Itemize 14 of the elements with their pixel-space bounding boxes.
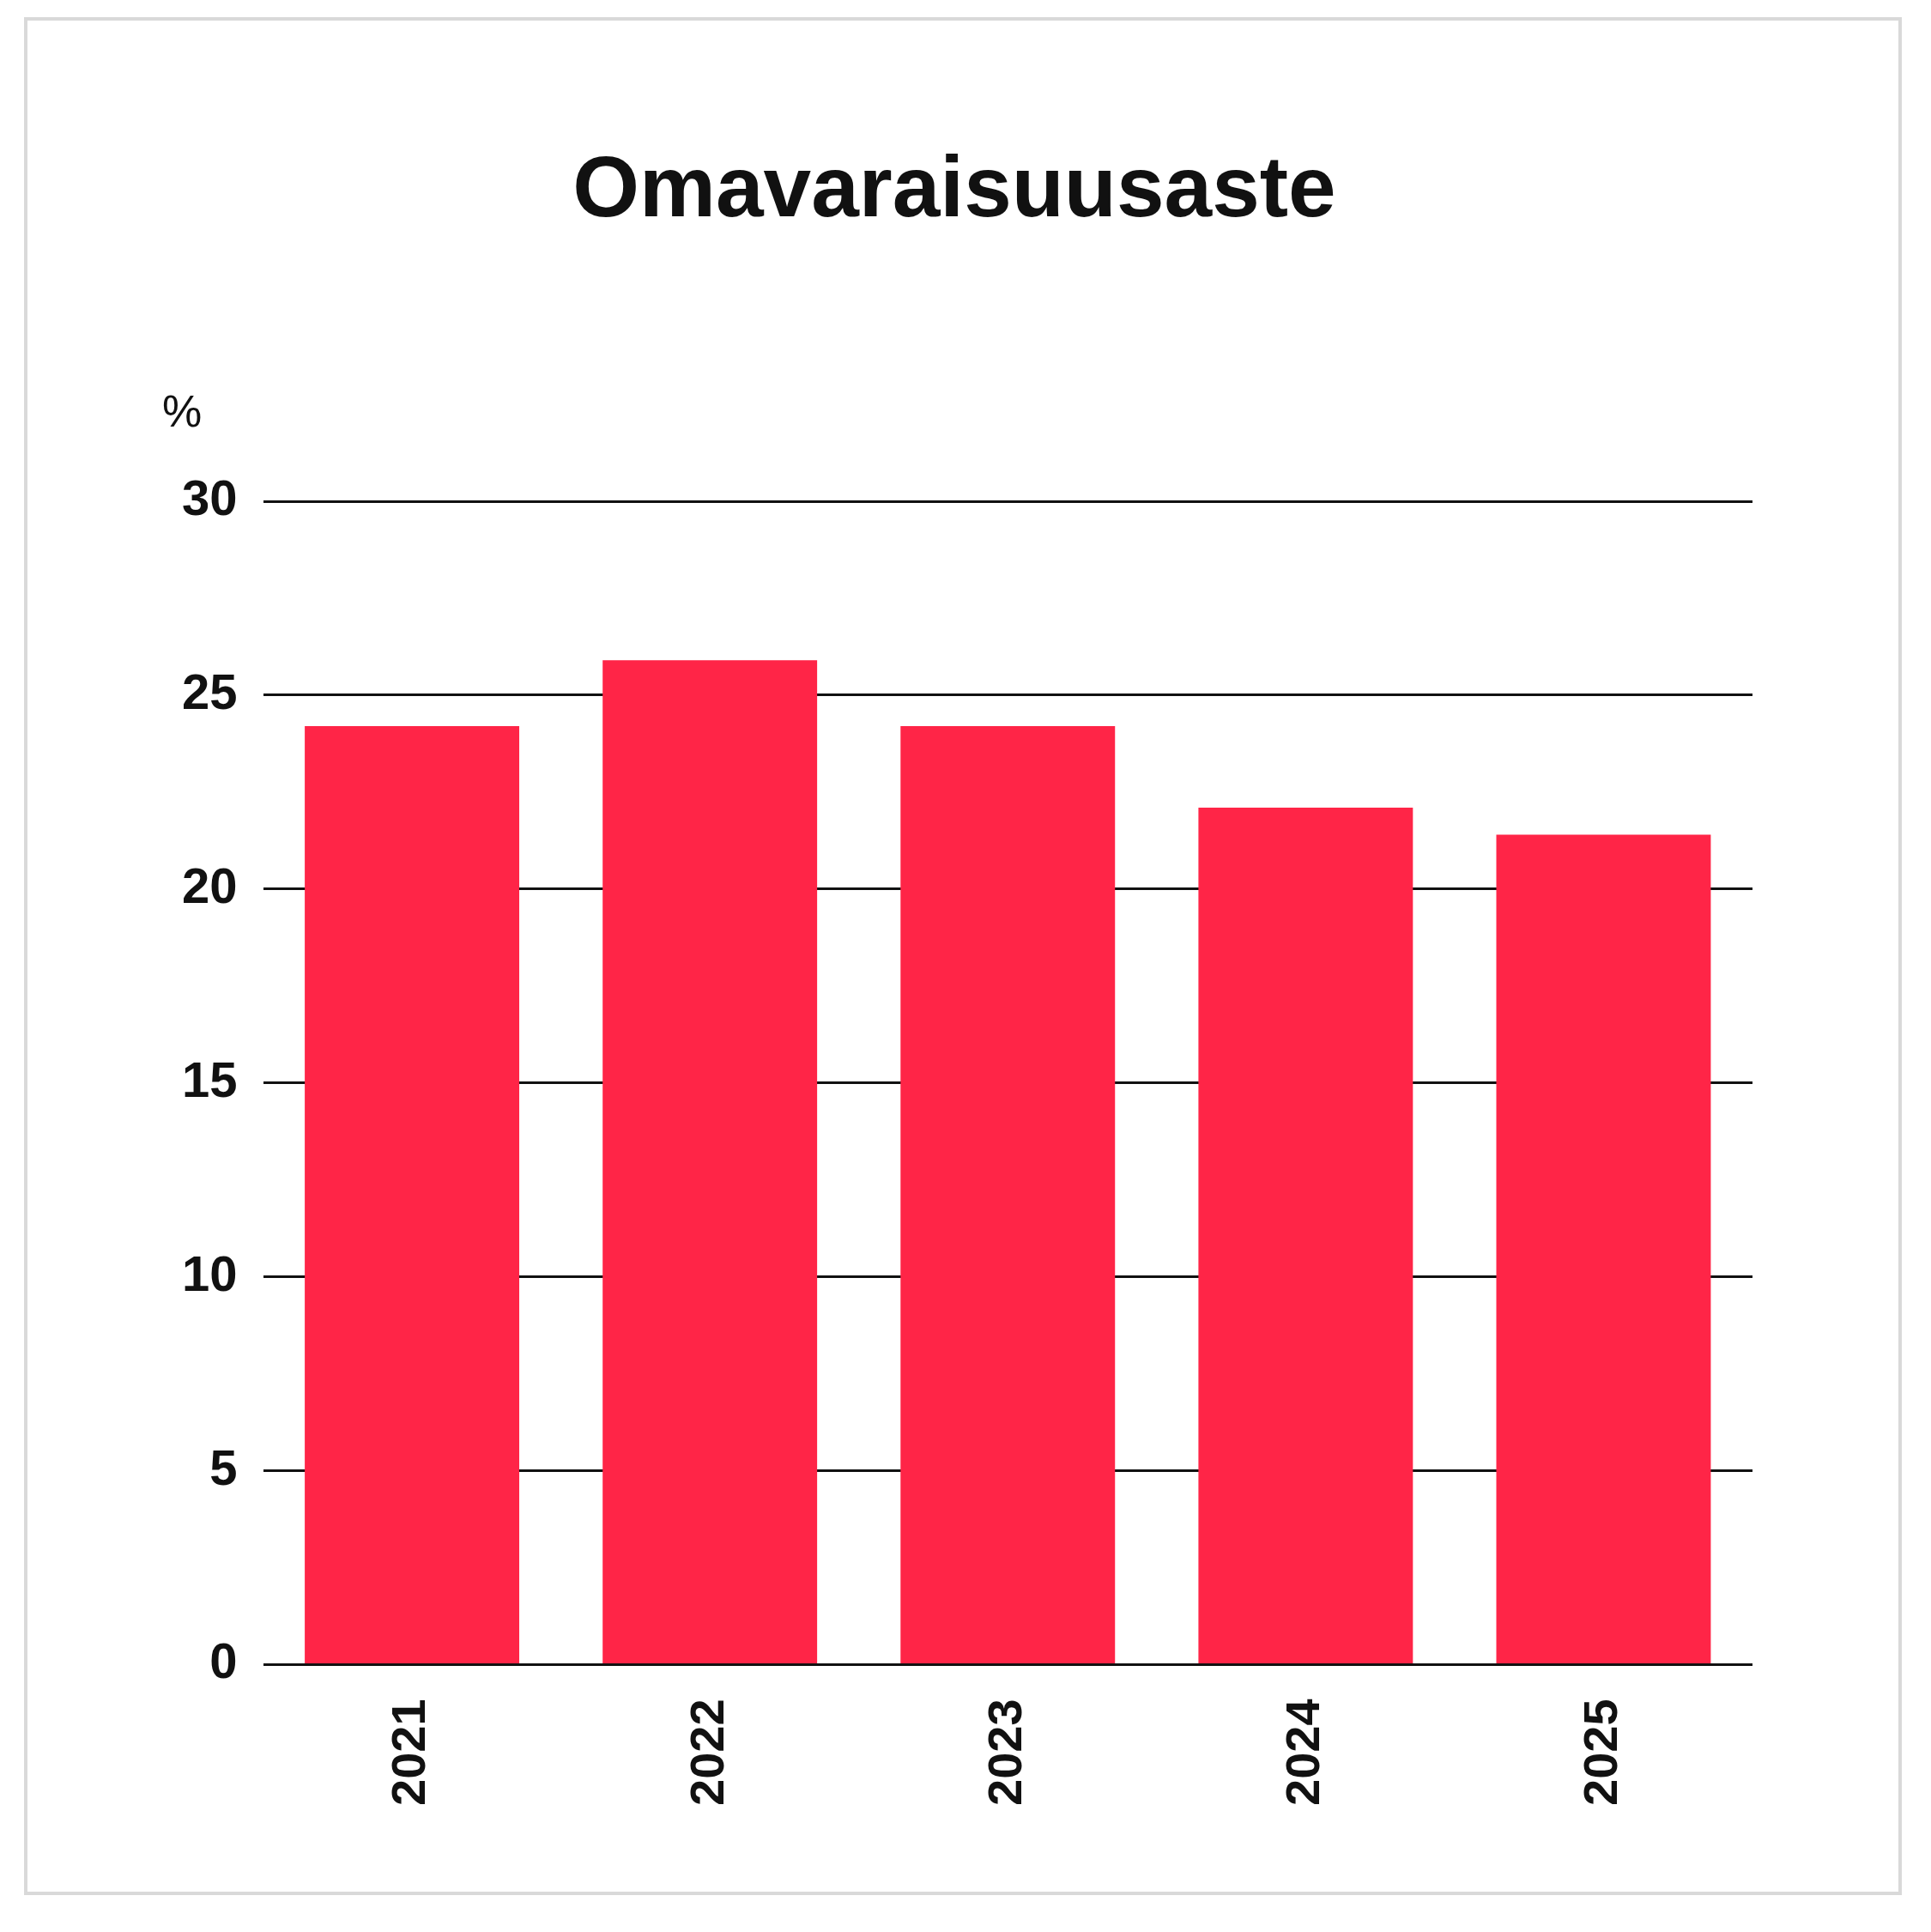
x-tick-label: 2023 (977, 1699, 1032, 1806)
x-tick-label: 2024 (1274, 1699, 1329, 1806)
y-tick-label: 30 (182, 469, 238, 525)
x-tick-label: 2025 (1572, 1699, 1627, 1806)
y-tick-label: 25 (182, 663, 238, 719)
y-tick-label: 0 (209, 1632, 238, 1689)
chart-title: Omavaraisuusaste (572, 137, 1336, 234)
y-axis-title: % (161, 386, 203, 437)
x-tick-label: 2021 (381, 1699, 436, 1806)
y-tick-label: 20 (182, 857, 238, 913)
x-tick-label: 2022 (679, 1699, 734, 1806)
y-tick-label: 15 (182, 1051, 238, 1107)
y-tick-label: 5 (209, 1438, 238, 1495)
y-tick-label: 10 (182, 1245, 238, 1301)
